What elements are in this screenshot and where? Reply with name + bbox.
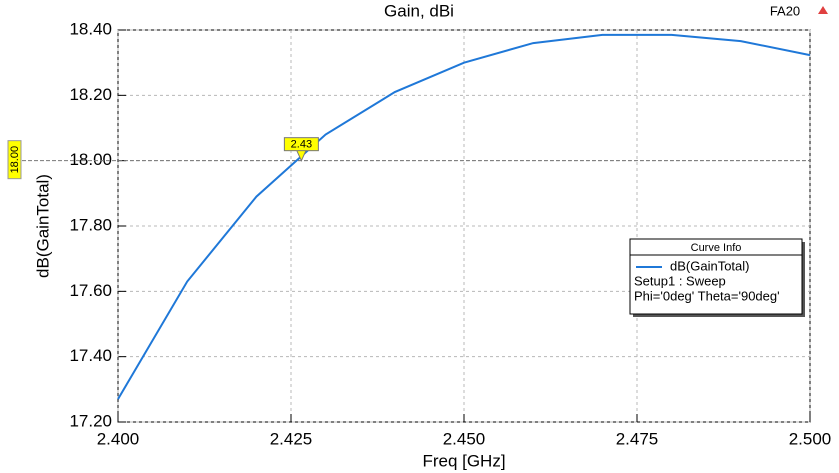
x-tick-label: 2.450 (443, 429, 486, 448)
x-tick-label: 2.425 (270, 429, 313, 448)
corner-icon (818, 6, 828, 14)
reference-label-bg (7, 140, 22, 180)
y-tick-label: 18.40 (69, 19, 112, 38)
legend-detail: Phi='0deg' Theta='90deg' (634, 288, 780, 303)
corner-label: FA20 (770, 3, 800, 18)
y-tick-label: 18.00 (69, 150, 112, 169)
marker-label: 2.43 (291, 139, 312, 151)
y-tick-label: 18.20 (69, 85, 112, 104)
legend-box (629, 238, 803, 315)
y-axis-label: dB(GainTotal) (33, 174, 52, 278)
legend: Curve Info dB(GainTotal)Setup1 : SweepPhi… (629, 238, 805, 317)
legend-title: Curve Info (691, 242, 742, 254)
x-tick-label: 2.500 (789, 429, 832, 448)
y-tick-label: 17.20 (69, 411, 112, 430)
legend-detail: Setup1 : Sweep (634, 273, 726, 288)
x-axis-label: Freq [GHz] (422, 451, 505, 470)
y-tick-label: 17.80 (69, 215, 112, 234)
x-tick-label: 2.400 (97, 429, 140, 448)
chart-title: Gain, dBi (384, 1, 454, 20)
marker-label-bg (283, 137, 319, 152)
y-tick-label: 17.40 (69, 346, 112, 365)
reference-label: 18.00 (9, 146, 21, 174)
y-tick-label: 17.60 (69, 281, 112, 300)
legend-label: dB(GainTotal) (670, 258, 749, 273)
x-tick-label: 2.475 (616, 429, 659, 448)
line-series (117, 33, 811, 400)
